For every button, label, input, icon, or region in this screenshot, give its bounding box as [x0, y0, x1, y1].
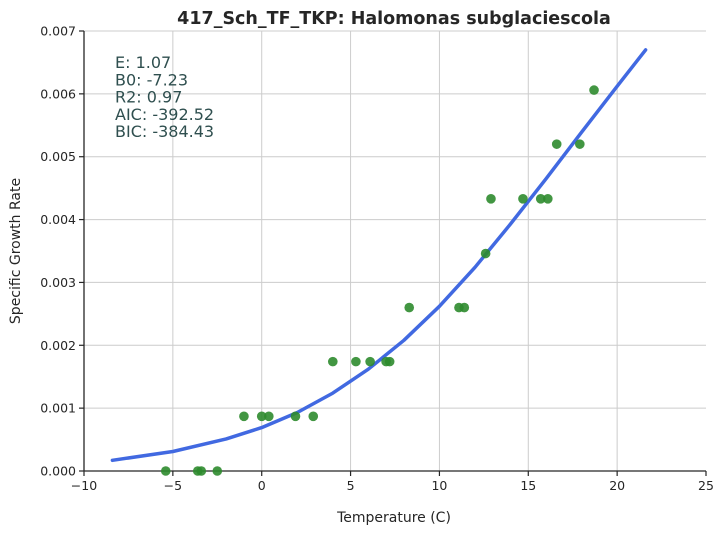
- x-tick-label: 0: [258, 478, 266, 493]
- y-tick-label: 0.001: [40, 401, 76, 416]
- data-point: [308, 411, 319, 422]
- stat-value: -384.43: [152, 122, 214, 141]
- data-points: [160, 85, 599, 476]
- x-tick-label: −5: [164, 478, 182, 493]
- data-point: [212, 466, 223, 476]
- stat-value: 1.07: [136, 53, 172, 72]
- data-point: [264, 411, 274, 422]
- data-point: [384, 356, 395, 367]
- stat-line: E: 1.07: [115, 53, 171, 72]
- y-tick-label: 0.002: [40, 338, 76, 353]
- stat-value: -7.23: [147, 70, 188, 89]
- y-axis-label: Specific Growth Rate: [8, 178, 24, 324]
- x-tick-label: 15: [520, 478, 536, 493]
- stat-label: BIC:: [115, 122, 152, 141]
- tick-labels: −10 −5 0 5 10 15 20 25 0.000 0.001 0.002 0.003 0.004…: [40, 24, 714, 494]
- data-point: [256, 411, 267, 422]
- data-point: [535, 194, 546, 204]
- stat-line: R2: 0.97: [115, 88, 182, 107]
- chart-title: 417_Sch_TF_TKP: Halomonas subglaciescola: [177, 9, 611, 29]
- stat-line: BIC: -384.43: [115, 122, 214, 141]
- y-tick-label: 0.005: [40, 149, 76, 164]
- stat-line: B0: -7.23: [115, 70, 188, 89]
- fit-line-group: [110, 48, 648, 463]
- data-point: [518, 194, 528, 204]
- fit-curve-line: [110, 48, 648, 463]
- data-point: [551, 139, 562, 149]
- x-tick-label: 20: [609, 478, 625, 493]
- x-tick-label: 5: [347, 478, 355, 493]
- grid-lines: [84, 30, 706, 471]
- data-point: [589, 85, 599, 95]
- x-tick-label: 10: [431, 478, 447, 493]
- y-tick-label: 0.000: [40, 464, 76, 479]
- data-point: [404, 302, 415, 313]
- axes: [79, 30, 707, 476]
- data-point: [486, 194, 496, 204]
- data-point: [575, 139, 585, 149]
- stat-label: B0:: [115, 70, 147, 89]
- data-point: [328, 356, 338, 367]
- data-point: [543, 194, 553, 204]
- x-axis-label: Temperature (C): [336, 510, 451, 526]
- stat-label: AIC:: [115, 105, 152, 124]
- data-point: [351, 356, 361, 367]
- stat-label: E:: [115, 53, 136, 72]
- data-point: [160, 466, 171, 476]
- x-tick-label: 25: [698, 478, 714, 493]
- data-point: [196, 466, 207, 476]
- data-point: [480, 248, 491, 259]
- data-point: [290, 411, 301, 422]
- stat-value: -392.52: [152, 105, 214, 124]
- data-point: [459, 302, 470, 313]
- y-tick-label: 0.007: [40, 24, 76, 39]
- data-point: [239, 411, 249, 422]
- y-tick-label: 0.006: [40, 86, 76, 101]
- data-point: [365, 356, 375, 367]
- y-tick-label: 0.003: [40, 275, 76, 290]
- x-tick-label: −10: [71, 478, 97, 493]
- stat-value: 0.97: [147, 88, 183, 107]
- stat-line: AIC: -392.52: [115, 105, 214, 124]
- stat-label: R2:: [115, 88, 147, 107]
- y-tick-label: 0.004: [40, 212, 76, 227]
